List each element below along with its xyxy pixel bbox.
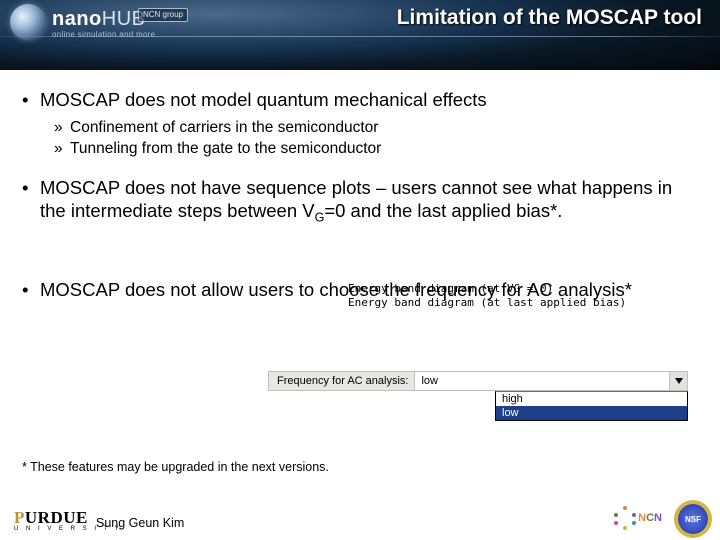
author-name: Sung Geun Kim — [96, 516, 184, 530]
footnote: * These features may be upgraded in the … — [22, 460, 329, 474]
nanohub-logo-icon — [10, 4, 46, 40]
frequency-selected-value: low — [421, 375, 438, 387]
purdue-rest: URDUE — [25, 508, 88, 527]
frequency-option-high[interactable]: high — [496, 392, 687, 406]
energy-caption-line2: Energy band diagram (at last applied bia… — [348, 296, 626, 310]
ncn-c: C — [646, 512, 654, 524]
sub-bullet: » Confinement of carriers in the semicon… — [54, 118, 698, 139]
bullet-2-post: =0 and the last applied bias*. — [324, 200, 562, 221]
ncn-n1: N — [638, 512, 646, 524]
sub-bullet-text: Tunneling from the gate to the semicondu… — [70, 139, 381, 160]
chevron-down-icon[interactable] — [669, 372, 687, 390]
ncn-dots-icon — [614, 506, 636, 530]
sub-arrow-icon: » — [54, 118, 70, 139]
nsf-text: NSF — [685, 515, 701, 524]
bullet-dot-icon: • — [22, 278, 40, 302]
slide-title: Limitation of the MOSCAP tool — [397, 6, 702, 30]
slide-content: • MOSCAP does not model quantum mechanic… — [0, 70, 720, 302]
frequency-select[interactable]: low — [414, 372, 687, 390]
ncn-n2: N — [654, 512, 662, 524]
dot — [614, 521, 618, 525]
purdue-p: P — [14, 508, 25, 527]
dot — [614, 513, 618, 517]
dot — [632, 521, 636, 525]
dot — [632, 513, 636, 517]
sub-bullet: » Tunneling from the gate to the semicon… — [54, 139, 698, 160]
frequency-label: Frequency for AC analysis: — [269, 375, 414, 387]
brand-name-bold: nano — [52, 8, 102, 30]
bullet-2: • MOSCAP does not have sequence plots – … — [22, 176, 698, 226]
ncn-text: NCN — [638, 512, 662, 524]
bullet-1: • MOSCAP does not model quantum mechanic… — [22, 88, 698, 112]
dot — [623, 506, 627, 510]
nsf-logo-icon: NSF — [678, 504, 708, 534]
bullet-2-text: MOSCAP does not have sequence plots – us… — [40, 176, 698, 226]
ncn-logo: NCN — [614, 506, 662, 530]
slide-footer: PURDUE U N I V E R S I T Y Sung Geun Kim… — [0, 498, 720, 540]
dot — [623, 526, 627, 530]
sub-bullet-text: Confinement of carriers in the semicondu… — [70, 118, 378, 139]
header-divider — [0, 36, 720, 37]
frequency-dropdown[interactable]: Frequency for AC analysis: low — [268, 371, 688, 391]
slide-header: nanoHUB online simulation and more NCN g… — [0, 0, 720, 70]
ncn-group-badge: NCN group — [138, 8, 188, 22]
bullet-dot-icon: • — [22, 88, 40, 112]
bullet-1-subs: » Confinement of carriers in the semicon… — [22, 118, 698, 160]
brand-tagline: online simulation and more — [52, 30, 155, 39]
frequency-option-low[interactable]: low — [496, 406, 687, 420]
energy-band-caption: Energy band diagram (at VG = 0) Energy b… — [348, 282, 626, 310]
frequency-options-list[interactable]: high low — [495, 391, 688, 421]
energy-caption-line1: Energy band diagram (at VG = 0) — [348, 282, 626, 296]
bullet-2-subscript: G — [315, 211, 325, 225]
bullet-dot-icon: • — [22, 176, 40, 226]
sub-arrow-icon: » — [54, 139, 70, 160]
bullet-1-text: MOSCAP does not model quantum mechanical… — [40, 88, 698, 112]
frequency-widget: Frequency for AC analysis: low high low — [268, 371, 688, 421]
